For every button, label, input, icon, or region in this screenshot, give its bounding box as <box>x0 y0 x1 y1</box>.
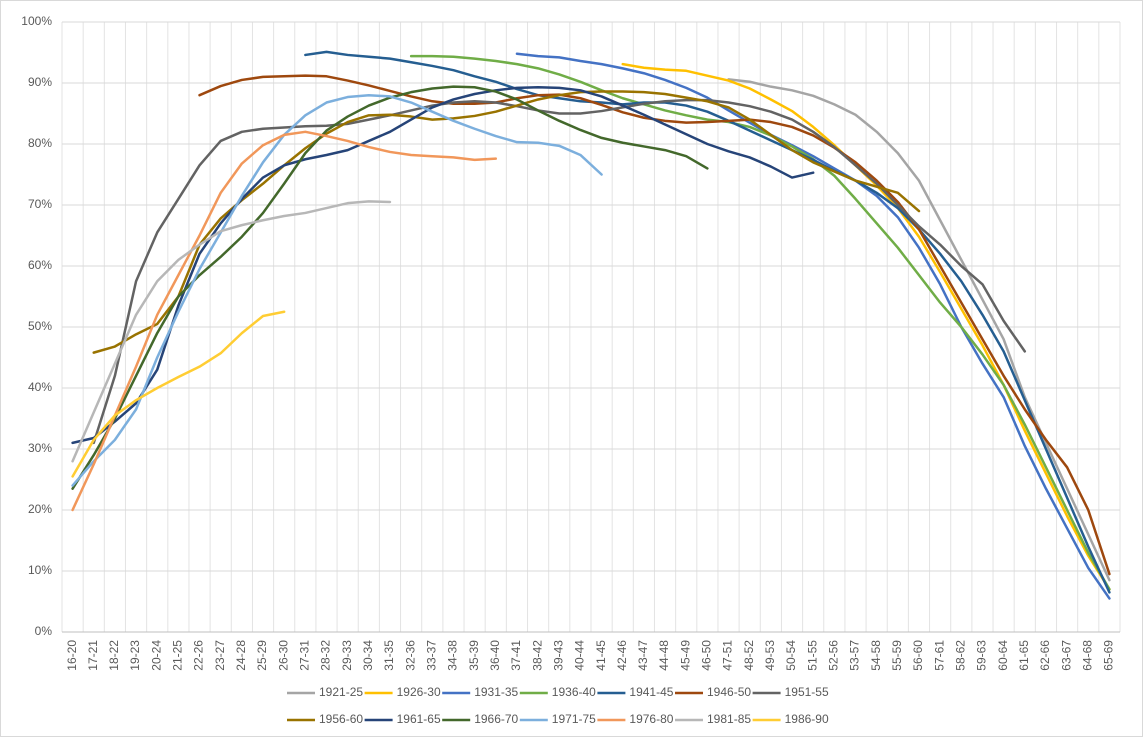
legend-label: 1956-60 <box>319 712 363 726</box>
x-tick-label: 51-55 <box>805 640 819 671</box>
y-tick-label: 90% <box>28 75 52 89</box>
legend-label: 1976-80 <box>629 712 673 726</box>
x-tick-label: 58-62 <box>953 640 967 671</box>
legend-label: 1966-70 <box>474 712 518 726</box>
series-line <box>92 98 1027 445</box>
x-tick-label: 61-65 <box>1017 640 1031 671</box>
labels: 0% 10% 20% 30% 40% 50% 60% 70% 80% 90% 100% 16-20 17… <box>21 14 1115 671</box>
x-tick-label: 53-57 <box>848 640 862 671</box>
x-tick-label: 16-20 <box>65 640 79 671</box>
x-tick-label: 56-60 <box>911 640 925 671</box>
legend-label: 1926-30 <box>397 685 441 699</box>
legend-label: 1951-55 <box>785 685 829 699</box>
legend-label: 1981-85 <box>707 712 751 726</box>
x-tick-label: 36-40 <box>488 640 502 671</box>
x-tick-label: 41-45 <box>594 640 608 671</box>
y-tick-label: 10% <box>28 563 52 577</box>
x-tick-label: 38-42 <box>530 640 544 671</box>
series-line <box>71 86 815 445</box>
x-tick-label: 52-56 <box>827 640 841 671</box>
x-tick-label: 34-38 <box>446 640 460 671</box>
legend-label: 1946-50 <box>707 685 751 699</box>
y-tick-label: 0% <box>35 624 53 638</box>
y-tick-label: 80% <box>28 136 52 150</box>
x-tick-label: 42-46 <box>615 640 629 671</box>
series-line <box>71 310 286 478</box>
legend-label: 1941-45 <box>629 685 673 699</box>
legend-label: 1986-90 <box>785 712 829 726</box>
legend-label: 1921-25 <box>319 685 363 699</box>
x-tick-label: 29-33 <box>340 640 354 671</box>
series-line <box>304 50 1111 594</box>
x-tick-label: 43-47 <box>636 640 650 671</box>
legend: 1921-25 1926-30 1931-35 1936-40 1941-45 1946-… <box>287 685 829 726</box>
x-tick-label: 63-67 <box>1059 640 1073 671</box>
x-tick-label: 48-52 <box>742 640 756 671</box>
y-tick-label: 20% <box>28 502 52 516</box>
x-tick-label: 57-61 <box>932 640 946 671</box>
legend-label: 1971-75 <box>552 712 596 726</box>
x-tick-label: 60-64 <box>996 640 1010 671</box>
x-tick-label: 20-24 <box>149 640 163 671</box>
x-tick-label: 25-29 <box>255 640 269 671</box>
y-tick-label: 70% <box>28 197 52 211</box>
x-tick-label: 37-41 <box>509 640 523 671</box>
x-tick-label: 23-27 <box>213 640 227 671</box>
legend-label: 1936-40 <box>552 685 596 699</box>
x-tick-label: 39-43 <box>551 640 565 671</box>
series-line <box>727 78 1111 582</box>
x-tick-label: 40-44 <box>573 640 587 671</box>
series-line <box>71 200 392 463</box>
series-line <box>71 130 498 512</box>
series-line <box>409 54 1111 591</box>
x-tick-label: 33-37 <box>424 640 438 671</box>
y-tick-label: 40% <box>28 380 52 394</box>
x-tick-label: 32-36 <box>403 640 417 671</box>
x-tick-label: 46-50 <box>700 640 714 671</box>
x-tick-label: 24-28 <box>234 640 248 671</box>
x-tick-label: 55-59 <box>890 640 904 671</box>
x-tick-label: 35-39 <box>467 640 481 671</box>
y-tick-label: 50% <box>28 319 52 333</box>
legend-label: 1961-65 <box>397 712 441 726</box>
x-tick-label: 21-25 <box>171 640 185 671</box>
x-tick-label: 45-49 <box>678 640 692 671</box>
x-tick-label: 62-66 <box>1038 640 1052 671</box>
series-line <box>71 93 603 487</box>
x-tick-label: 27-31 <box>298 640 312 671</box>
x-tick-label: 44-48 <box>657 640 671 671</box>
x-tick-label: 31-35 <box>382 640 396 671</box>
x-tick-label: 64-68 <box>1080 640 1094 671</box>
x-tick-label: 28-32 <box>319 640 333 671</box>
y-tick-label: 60% <box>28 258 52 272</box>
x-tick-label: 49-53 <box>763 640 777 671</box>
x-tick-label: 22-26 <box>192 640 206 671</box>
legend-label: 1931-35 <box>474 685 518 699</box>
x-tick-label: 59-63 <box>975 640 989 671</box>
y-tick-label: 100% <box>21 14 52 28</box>
y-tick-label: 30% <box>28 441 52 455</box>
x-tick-label: 65-69 <box>1102 640 1116 671</box>
x-tick-label: 26-30 <box>276 640 290 671</box>
x-tick-label: 50-54 <box>784 640 798 671</box>
x-tick-label: 19-23 <box>128 640 142 671</box>
x-tick-label: 18-22 <box>107 640 121 671</box>
x-tick-label: 30-34 <box>361 640 375 671</box>
plot <box>71 50 1111 600</box>
x-tick-label: 17-21 <box>86 640 100 671</box>
x-tick-label: 54-58 <box>869 640 883 671</box>
series-line <box>515 52 1111 600</box>
x-tick-label: 47-51 <box>721 640 735 671</box>
